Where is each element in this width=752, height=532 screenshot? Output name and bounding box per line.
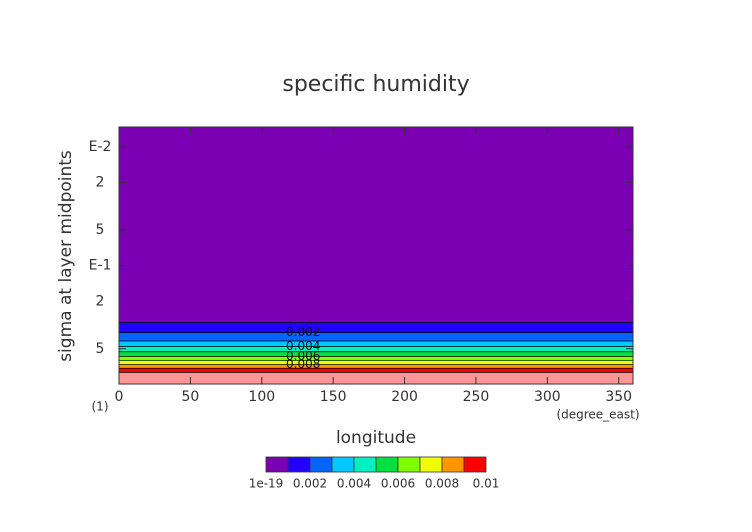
colorbar-label: 0.006	[381, 477, 415, 491]
y-tick-label: 2	[96, 293, 105, 309]
colorbar-segment	[441, 456, 465, 473]
contour-band	[119, 322, 633, 333]
x-tick-label: 350	[605, 389, 632, 405]
x-tick-label: 200	[391, 389, 418, 405]
y-tick-label: E-1	[89, 258, 112, 274]
contour-label: 0.004	[286, 339, 320, 353]
contour-band	[119, 356, 633, 361]
colorbar-label: 0.004	[337, 477, 371, 491]
plot-frame	[118, 126, 634, 385]
colorbar-segment	[419, 456, 443, 473]
x-unit: (degree_east)	[556, 408, 639, 422]
colorbar-segment	[287, 456, 311, 473]
contour-band	[119, 127, 633, 323]
y-unit: (1)	[92, 400, 109, 414]
x-axis-label: longitude	[336, 428, 416, 448]
x-tick-label: 300	[534, 389, 561, 405]
x-tick-label: 150	[320, 389, 347, 405]
contour-band	[119, 332, 633, 341]
colorbar-segment	[463, 456, 487, 473]
contour-label: 0.008	[286, 357, 320, 371]
contour-band	[119, 372, 633, 384]
colorbar-segment	[309, 456, 333, 473]
y-tick-label: 2	[96, 175, 105, 191]
colorbar-segment	[331, 456, 355, 473]
y-tick-label: E-2	[89, 139, 112, 155]
contour-band	[119, 351, 633, 357]
contour-label: 0.002	[286, 325, 320, 339]
colorbar-label: 0.01	[473, 477, 500, 491]
y-tick-label: 5	[96, 341, 105, 357]
contour-label: 0.006	[286, 349, 320, 363]
y-tick-label: 5	[96, 222, 105, 238]
colorbar-label: 0.002	[293, 477, 327, 491]
x-tick-label: 100	[248, 389, 275, 405]
contour-band	[119, 340, 633, 347]
contour-band	[119, 360, 633, 365]
colorbar-segment	[375, 456, 399, 473]
colorbar-segment	[397, 456, 421, 473]
colorbar-segment	[353, 456, 377, 473]
contour-band	[119, 364, 633, 369]
colorbar-segment	[265, 456, 289, 473]
chart-title: specific humidity	[282, 72, 469, 97]
x-tick-label: 50	[181, 389, 199, 405]
x-tick-label: 250	[463, 389, 490, 405]
colorbar-label: 0.008	[425, 477, 459, 491]
y-axis-label: sigma at layer midpoints	[56, 150, 76, 362]
contour-band	[119, 346, 633, 352]
colorbar-label: 1e-19	[249, 477, 284, 491]
x-tick-label: 0	[115, 389, 124, 405]
